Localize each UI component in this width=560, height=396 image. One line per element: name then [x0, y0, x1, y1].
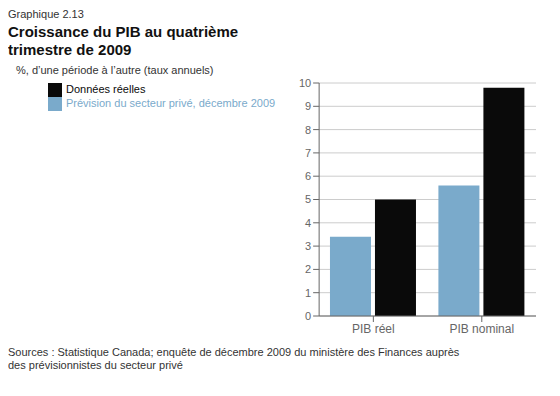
svg-text:1: 1: [305, 287, 311, 299]
svg-text:PIB réel: PIB réel: [352, 322, 395, 336]
svg-text:PIB nominal: PIB nominal: [449, 322, 514, 336]
svg-text:5: 5: [305, 193, 311, 205]
html-text:Données réelles: Données réelles: [66, 83, 146, 95]
html-text:Sources : Statistique Canada;: Sources : Statistique Canada; enquête de…: [8, 346, 460, 358]
html-text:Prévision du secteur privé, dé: Prévision du secteur privé, décembre 200…: [66, 97, 276, 110]
svg-text:7: 7: [305, 147, 311, 159]
svg-text:6: 6: [305, 170, 311, 182]
svg-text:3: 3: [305, 240, 311, 252]
svg-text:4: 4: [305, 217, 311, 229]
svg-text:8: 8: [305, 124, 311, 136]
html-text:Graphique 2.13: Graphique 2.13: [8, 8, 84, 20]
svg-text:10: 10: [299, 77, 311, 89]
svg-text:2: 2: [305, 263, 311, 275]
html-text:%, d’une période à l’autre (ta: %, d’une période à l’autre (taux annuels…: [16, 64, 214, 76]
svg-text:0: 0: [305, 310, 311, 322]
html-text:Croissance du PIB au quatrième: Croissance du PIB au quatrième: [8, 23, 239, 40]
html-text:trimestre de 2009: trimestre de 2009: [8, 41, 132, 58]
svg-text:9: 9: [305, 100, 311, 112]
html-text:des prévisionnistes du secteur: des prévisionnistes du secteur privé: [8, 359, 183, 371]
